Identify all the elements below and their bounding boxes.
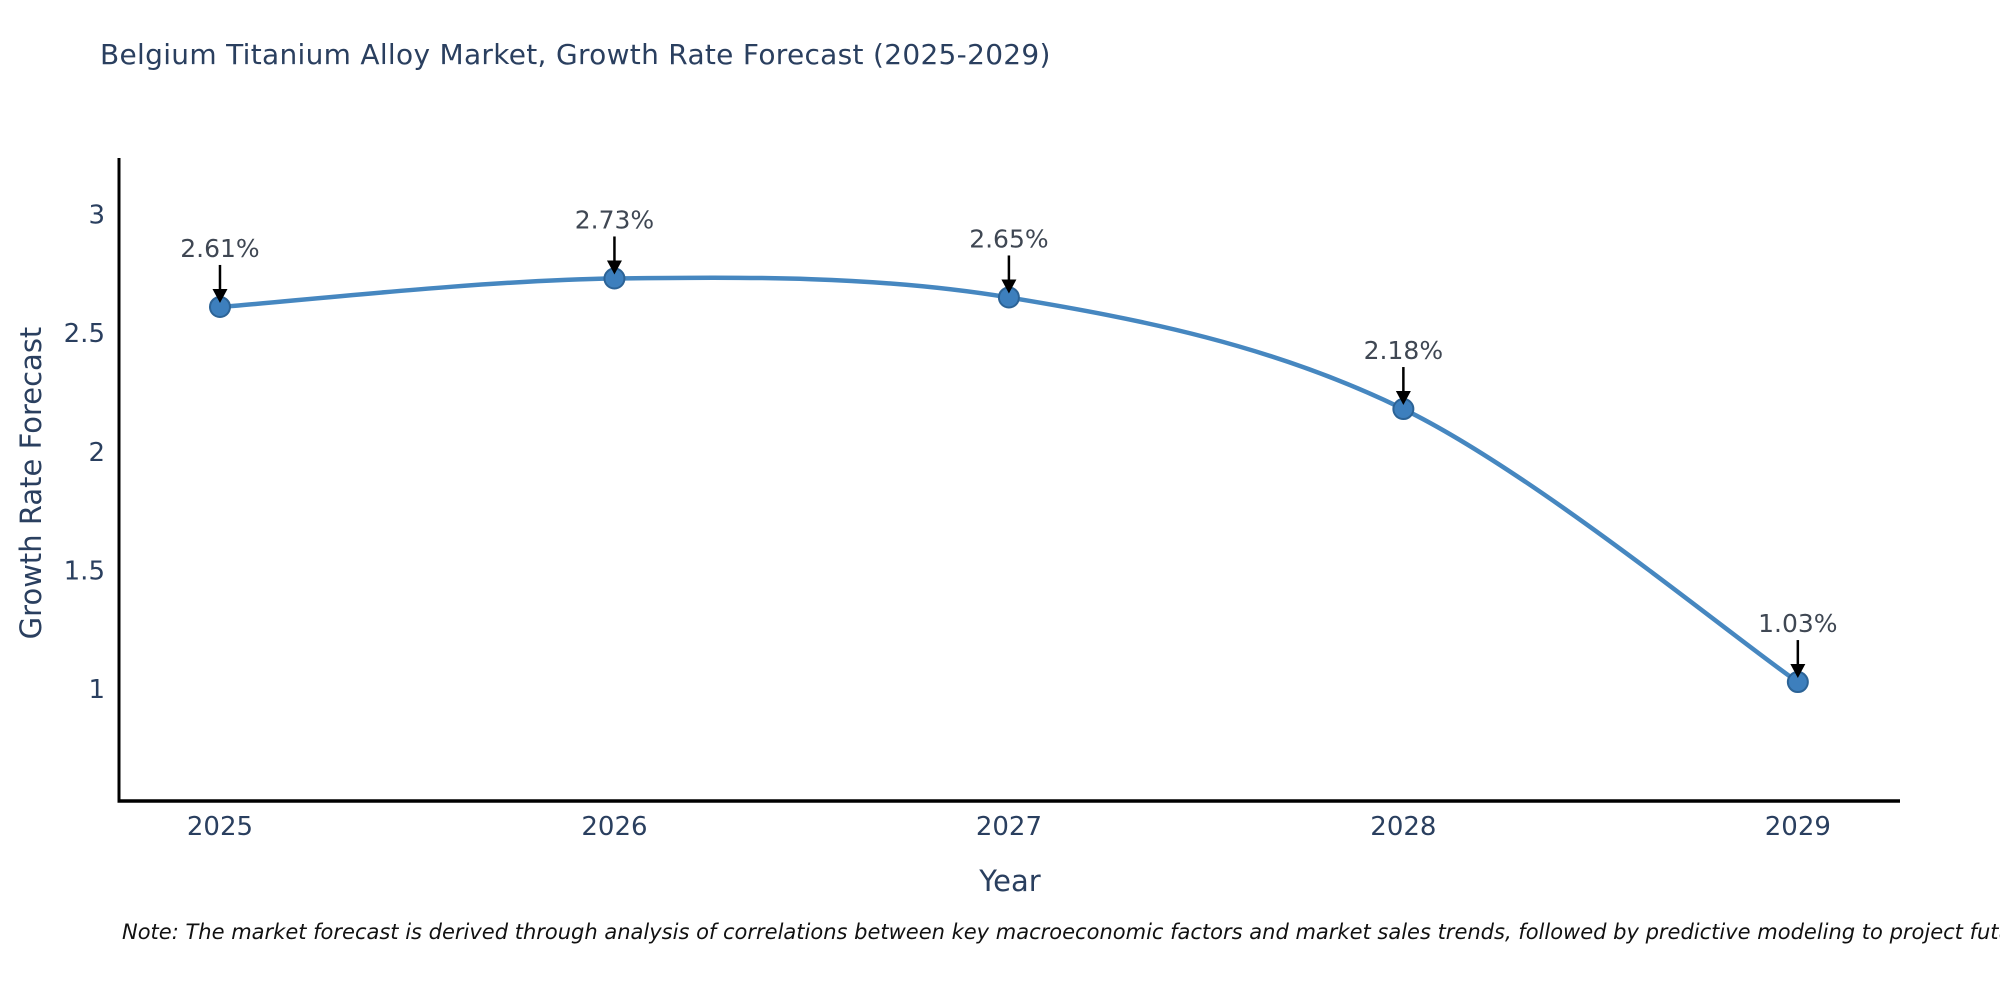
chart-title: Belgium Titanium Alloy Market, Growth Ra… xyxy=(100,38,1051,71)
annotation-label: 2.61% xyxy=(180,234,259,263)
x-tick-label: 2025 xyxy=(187,812,253,842)
annotation-arrow-head xyxy=(1395,391,1411,406)
annotation-arrow-head xyxy=(606,260,622,275)
series-line xyxy=(217,275,1801,685)
annotation-label: 1.03% xyxy=(1758,609,1837,638)
annotation-label: 2.65% xyxy=(969,224,1048,253)
annotation-label: 2.18% xyxy=(1364,336,1443,365)
x-tick-label: 2028 xyxy=(1370,812,1436,842)
footnote: Note: The market forecast is derived thr… xyxy=(122,920,2000,944)
y-tick-label: 2 xyxy=(88,438,105,468)
x-axis-title: Year xyxy=(979,864,1041,898)
annotation-arrow-head xyxy=(212,288,228,303)
y-tick-label: 3 xyxy=(88,200,105,230)
annotation-arrow-head xyxy=(1001,279,1017,294)
y-tick-label: 1.5 xyxy=(64,556,105,586)
x-tick-label: 2026 xyxy=(581,812,647,842)
annotation-label: 2.73% xyxy=(575,205,654,234)
x-tick-label: 2027 xyxy=(976,812,1042,842)
x-tick-label: 2029 xyxy=(1765,812,1831,842)
annotation-arrow-head xyxy=(1790,664,1806,679)
y-tick-label: 1 xyxy=(88,675,105,705)
y-tick-label: 2.5 xyxy=(64,319,105,349)
